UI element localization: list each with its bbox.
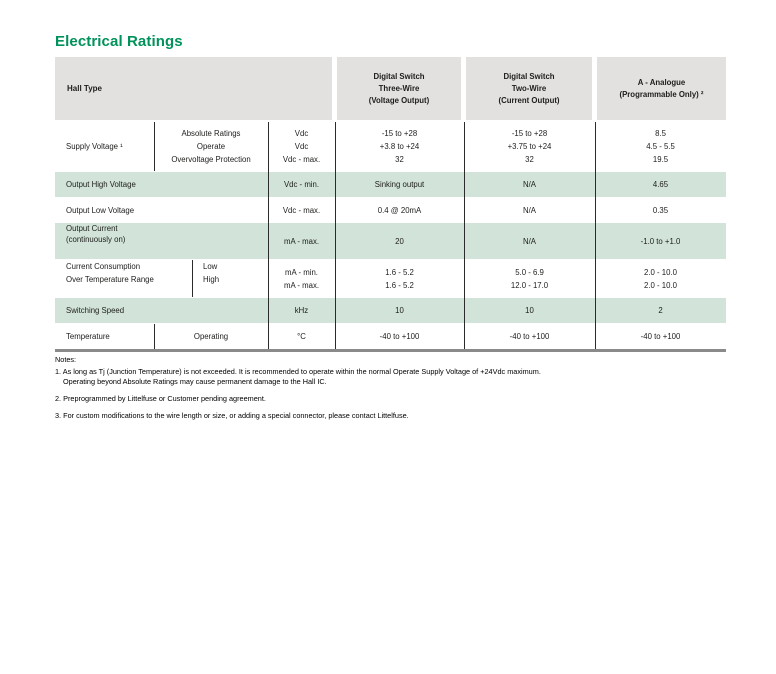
header-three-wire: Digital Switch Three-Wire (Voltage Outpu… — [337, 57, 461, 120]
header-two-wire: Digital Switch Two-Wire (Current Output) — [466, 57, 592, 120]
page-title: Electrical Ratings — [55, 33, 183, 50]
header-three-wire-line1: Digital Switch — [373, 71, 425, 81]
current-consumption-label: Current Consumption Over Temperature Ran… — [66, 262, 154, 284]
table-subdivider-current-consumption — [192, 260, 193, 297]
switching-speed-two-wire: 10 — [525, 306, 534, 315]
output-current-label: Output Current (continuously on) — [66, 224, 126, 244]
table-row-output-low-voltage: Output Low Voltage Vdc - max. 0.4 @ 20mA… — [55, 198, 726, 222]
table-bottom-rule — [55, 349, 726, 352]
output-low-voltage-two-wire: N/A — [523, 205, 536, 215]
output-high-voltage-three-wire: Sinking output — [374, 180, 425, 189]
table-subdivider-temperature — [154, 324, 155, 349]
supply-voltage-three-wire: -15 to +28 +3.8 to +24 32 — [379, 129, 420, 164]
output-current-three-wire: 20 — [395, 236, 404, 246]
temperature-units: °C — [297, 332, 306, 341]
output-current-analogue: -1.0 to +1.0 — [640, 236, 681, 246]
note-3: 3. For custom modifications to the wire … — [55, 411, 409, 420]
note-2: 2. Preprogrammed by Littelfuse or Custom… — [55, 394, 266, 403]
output-current-units: mA - max. — [283, 236, 320, 246]
output-low-voltage-label: Output Low Voltage — [66, 205, 135, 215]
sublabel-low: Low — [203, 262, 218, 271]
table-row-output-current: Output Current (continuously on) mA - ma… — [55, 223, 726, 259]
switching-speed-three-wire: 10 — [395, 306, 404, 315]
table-row-output-high-voltage: Output High Voltage Vdc - min. Sinking o… — [55, 172, 726, 197]
temperature-two-wire: -40 to +100 — [509, 332, 550, 341]
notes-heading: Notes: — [55, 355, 77, 364]
table-divider-two-analogue — [595, 122, 596, 349]
header-three-wire-line3: (Voltage Output) — [368, 95, 430, 105]
output-current-two-wire: N/A — [523, 236, 536, 246]
supply-voltage-units: Vdc Vdc Vdc - max. — [282, 129, 321, 164]
sublabel-absolute-ratings: Absolute Ratings — [181, 129, 241, 138]
output-high-voltage-two-wire: N/A — [523, 180, 536, 189]
table-divider-three-two — [464, 122, 465, 349]
output-low-voltage-three-wire: 0.4 @ 20mA — [377, 205, 422, 215]
current-consumption-two-wire: 5.0 - 6.9 12.0 - 17.0 — [510, 267, 549, 290]
table-divider-units-left — [268, 122, 269, 349]
electrical-ratings-table: Hall Type Digital Switch Three-Wire (Vol… — [55, 57, 726, 352]
header-two-wire-line2: Two-Wire — [511, 83, 547, 93]
output-low-voltage-analogue: 0.35 — [652, 205, 669, 215]
current-consumption-analogue: 2.0 - 10.0 2.0 - 10.0 — [644, 267, 677, 290]
temperature-analogue: -40 to +100 — [640, 332, 681, 341]
current-consumption-sublabels: Low High — [192, 260, 268, 297]
notes-section: Notes: 1. As long as Tj (Junction Temper… — [55, 355, 695, 428]
sublabel-overvoltage-protection: Overvoltage Protection — [171, 155, 251, 164]
table-row-current-consumption: Current Consumption Over Temperature Ran… — [55, 260, 726, 297]
switching-speed-label: Switching Speed — [66, 306, 125, 315]
supply-voltage-label: Supply Voltage ¹ — [66, 142, 123, 151]
current-consumption-three-wire: 1.6 - 5.2 1.6 - 5.2 — [385, 267, 414, 290]
header-analogue: A - Analogue (Programmable Only) ² — [597, 57, 726, 120]
header-analogue-line1: A - Analogue — [637, 77, 686, 87]
supply-voltage-analogue: 8.5 4.5 - 5.5 19.5 — [646, 129, 675, 164]
sublabel-operate: Operate — [196, 142, 226, 151]
header-hall-type: Hall Type — [55, 57, 332, 120]
temperature-three-wire: -40 to +100 — [379, 332, 420, 341]
sublabel-high: High — [203, 275, 220, 284]
temperature-sublabel: Operating — [193, 332, 229, 341]
note-1-line-1: 1. As long as Tj (Junction Temperature) … — [55, 367, 541, 376]
header-three-wire-line2: Three-Wire — [378, 83, 420, 93]
header-two-wire-line1: Digital Switch — [503, 71, 555, 81]
output-high-voltage-units: Vdc - min. — [283, 180, 320, 189]
table-row-switching-speed: Switching Speed kHz 10 10 2 — [55, 298, 726, 323]
table-row-supply-voltage: Supply Voltage ¹ Absolute Ratings Operat… — [55, 122, 726, 171]
switching-speed-analogue: 2 — [658, 306, 663, 315]
table-divider-units-right — [335, 122, 336, 349]
output-high-voltage-label: Output High Voltage — [66, 180, 136, 189]
header-analogue-line2: (Programmable Only) ² — [619, 89, 704, 99]
table-subdivider-supply-voltage — [154, 122, 155, 171]
current-consumption-units: mA - min. mA - max. — [283, 267, 320, 290]
supply-voltage-two-wire: -15 to +28 +3.75 to +24 32 — [507, 129, 552, 164]
header-two-wire-line3: (Current Output) — [498, 95, 560, 105]
table-row-temperature: Temperature Operating °C -40 to +100 -40… — [55, 324, 726, 349]
header-hall-type-label: Hall Type — [67, 84, 102, 93]
output-high-voltage-analogue: 4.65 — [652, 180, 669, 189]
switching-speed-units: kHz — [294, 306, 309, 315]
note-1: 1. As long as Tj (Junction Temperature) … — [55, 367, 695, 387]
supply-voltage-sublabels: Absolute Ratings Operate Overvoltage Pro… — [154, 122, 268, 171]
note-1-line-2: Operating beyond Absolute Ratings may ca… — [63, 377, 327, 386]
temperature-label: Temperature — [66, 332, 110, 341]
output-low-voltage-units: Vdc - max. — [282, 205, 321, 215]
table-header-row: Hall Type Digital Switch Three-Wire (Vol… — [55, 57, 726, 120]
